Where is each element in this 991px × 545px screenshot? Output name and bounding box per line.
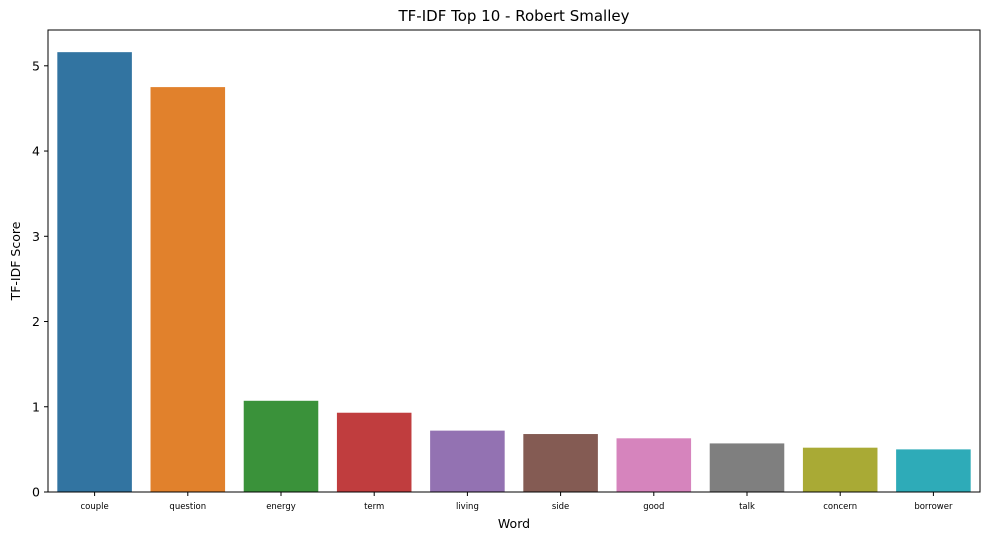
x-tick-label: energy: [266, 502, 296, 512]
x-tick-label: living: [456, 502, 479, 512]
x-tick-label: couple: [80, 502, 108, 512]
bar-living: [430, 430, 505, 492]
x-axis-ticks: couple question energy term living side good ta…: [80, 492, 953, 512]
y-axis-label: TF-IDF Score: [8, 221, 23, 301]
bar-talk: [709, 443, 785, 492]
plot-area-frame: [47, 29, 981, 493]
y-tick-label: 2: [32, 314, 40, 329]
x-tick-label: term: [364, 502, 384, 512]
x-tick-label: question: [169, 502, 206, 512]
y-tick-label: 0: [32, 485, 40, 500]
y-axis-ticks: 0 1 2 3 4 5: [32, 58, 48, 500]
y-tick-label: 1: [32, 399, 40, 414]
y-tick-label: 3: [32, 229, 40, 244]
bar-side: [523, 434, 598, 492]
chart-title: TF-IDF Top 10 - Robert Smalley: [398, 7, 630, 25]
bar-term: [336, 412, 412, 492]
bars-layer: [57, 52, 971, 493]
bar-good: [616, 438, 692, 492]
bar-energy: [243, 400, 319, 492]
x-tick-label: talk: [739, 502, 755, 512]
x-tick-label: concern: [823, 502, 857, 512]
y-tick-label: 4: [32, 144, 40, 159]
bar-concern: [802, 447, 878, 492]
bar-question: [150, 87, 226, 493]
x-axis-label: Word: [498, 516, 530, 531]
bar-couple: [57, 52, 132, 492]
x-tick-label: side: [552, 502, 569, 512]
x-tick-label: borrower: [914, 502, 953, 512]
bar-borrower: [896, 449, 971, 492]
x-tick-label: good: [643, 502, 664, 512]
y-tick-label: 5: [32, 58, 40, 73]
